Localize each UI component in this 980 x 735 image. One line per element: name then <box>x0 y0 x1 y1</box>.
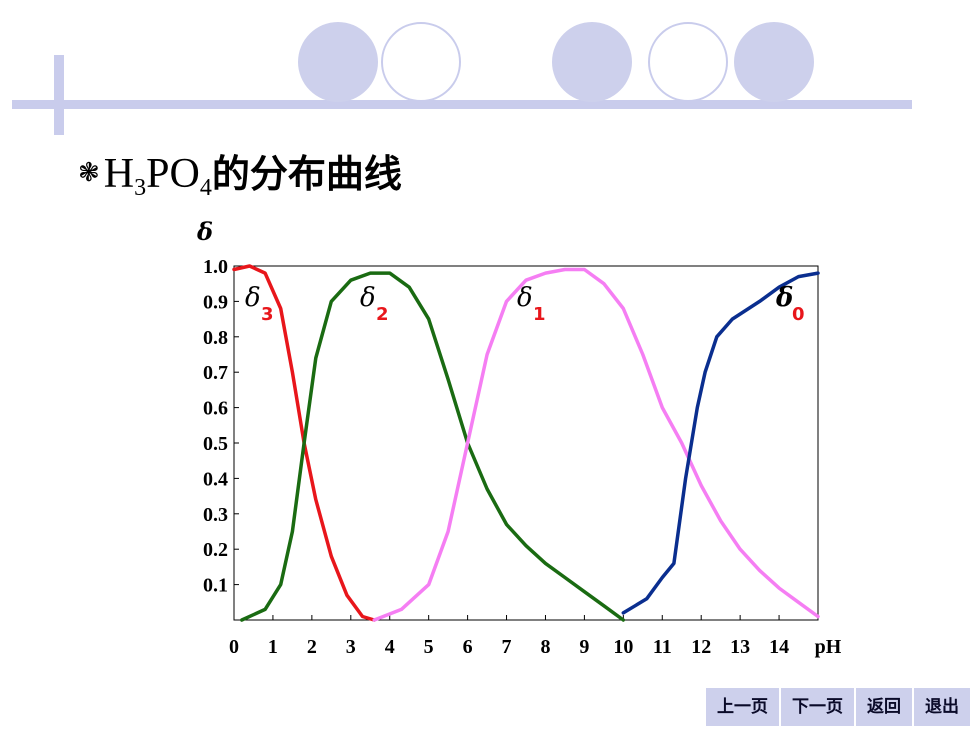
header-accent-bar <box>54 55 64 135</box>
prev-page-button[interactable]: 上一页 <box>706 688 779 726</box>
decorative-circle-filled-2 <box>552 22 632 102</box>
x-tick-label: 3 <box>346 636 356 658</box>
x-tick-label: 8 <box>540 636 550 658</box>
series-label-delta2: δ <box>360 283 376 313</box>
flower-bullet-icon: ❃ <box>78 158 100 188</box>
curve-delta0 <box>621 271 820 615</box>
series-label-sub-delta3: 3 <box>261 304 274 325</box>
x-tick-label: 4 <box>385 636 395 658</box>
x-tick-label: 13 <box>730 636 750 658</box>
curve-delta2 <box>240 271 626 622</box>
slide-title: ❃H3PO4的分布曲线 <box>78 143 402 202</box>
y-tick-label: 0.9 <box>203 291 228 313</box>
x-tick-label: 1 <box>268 636 278 658</box>
title-po: PO <box>146 151 200 197</box>
y-tick-label: 0.2 <box>203 539 228 561</box>
next-page-button[interactable]: 下一页 <box>781 688 854 726</box>
chart-axes: 1.00.90.80.70.60.50.40.30.20.10 1 2 3 4 5 6 7 8 9… <box>196 217 842 658</box>
y-tick-label: 0.3 <box>203 504 228 526</box>
header-divider-bar <box>12 100 912 109</box>
slide-navigation: 上一页 下一页 返回 退出 <box>706 688 970 726</box>
series-label-delta0: δ <box>775 283 793 313</box>
series-label-delta3: δ <box>245 283 261 313</box>
x-tick-label: 14 <box>769 636 789 658</box>
series-label-sub-delta2: 2 <box>376 304 389 325</box>
y-axis-label: δ <box>196 217 213 246</box>
y-tick-label: 1.0 <box>203 256 228 278</box>
curve-delta1 <box>372 267 820 622</box>
x-tick-label: 0 <box>229 636 239 658</box>
x-tick-label: 7 <box>502 636 512 658</box>
x-axis-label: pH <box>815 636 842 658</box>
title-text: 的分布曲线 <box>211 152 402 196</box>
decorative-circle-outline-2 <box>648 22 728 102</box>
title-subscript-4: 4 <box>199 175 212 201</box>
x-tick-label: 9 <box>579 636 589 658</box>
series-label-sub-delta1: 1 <box>533 304 546 325</box>
decorative-circle-outline-1 <box>381 22 461 102</box>
title-h: H <box>103 151 135 197</box>
y-tick-label: 0.5 <box>203 433 228 455</box>
exit-button[interactable]: 退出 <box>914 688 970 726</box>
title-subscript-3: 3 <box>134 175 147 201</box>
x-tick-label: 12 <box>691 636 711 658</box>
y-tick-label: 0.7 <box>203 362 228 384</box>
y-tick-label: 0.4 <box>203 468 228 490</box>
series-label-sub-delta0: 0 <box>792 304 805 325</box>
chart-series <box>232 264 820 622</box>
back-button[interactable]: 返回 <box>856 688 912 726</box>
y-tick-label: 0.1 <box>203 575 228 597</box>
x-tick-label: 5 <box>424 636 434 658</box>
x-tick-label: 10 <box>613 636 633 658</box>
x-tick-label: 6 <box>463 636 473 658</box>
y-tick-label: 0.8 <box>203 327 228 349</box>
x-tick-label: 2 <box>307 636 317 658</box>
decorative-circle-filled-3 <box>734 22 814 102</box>
series-label-delta1: δ <box>517 283 533 313</box>
y-tick-label: 0.6 <box>203 398 228 420</box>
x-tick-label: 11 <box>653 636 672 658</box>
decorative-circle-filled-1 <box>298 22 378 102</box>
